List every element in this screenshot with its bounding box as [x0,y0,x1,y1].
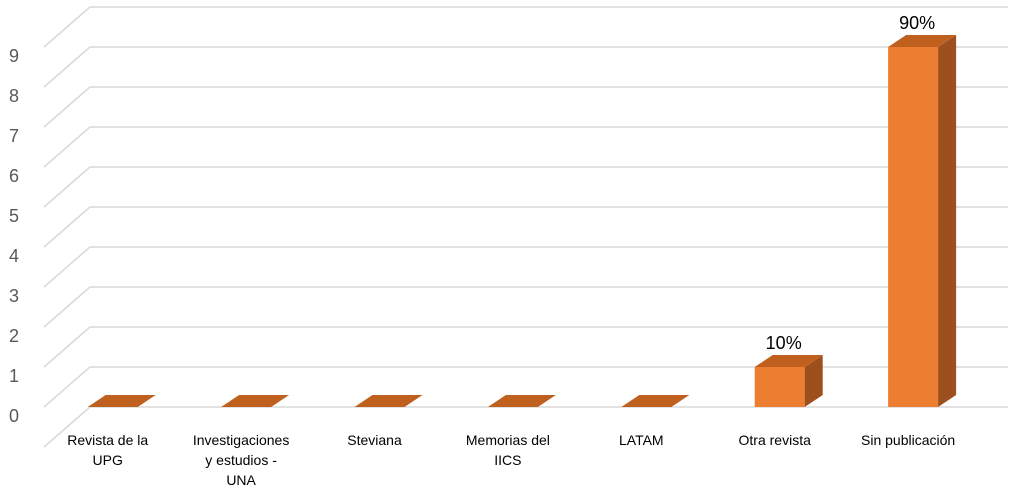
y-tick-label: 2 [9,326,19,346]
y-axis: 0 1 2 3 4 5 6 7 8 9 [9,46,19,426]
gridline-depth [43,46,91,88]
gridline-depth [43,166,91,208]
gridline-depth [43,326,91,368]
y-tick-label: 9 [9,46,19,66]
x-tick-label: Otra revista [739,432,812,448]
y-tick-label: 1 [9,366,19,386]
y-tick-label: 7 [9,126,19,146]
x-tick-label: Investigaciones y estudios -UNA [193,432,290,488]
bar [487,395,556,407]
y-tick-label: 3 [9,286,19,306]
bar-top [487,395,556,407]
bar [87,395,156,407]
bar [754,355,823,407]
gridline-depth [43,366,91,408]
bar-top [754,355,823,367]
gridline-depth [43,126,91,168]
gridline-depth [43,206,91,248]
gridlines [43,6,1008,448]
bar [354,395,423,407]
bar-side [938,35,957,407]
y-tick-label: 5 [9,206,19,226]
data-label: 10% [766,333,802,353]
y-tick-label: 4 [9,246,19,266]
gridline-depth [43,406,91,448]
gridline-depth [43,246,91,288]
bar-side [804,355,823,407]
bar-top [354,395,423,407]
bar-top [621,395,690,407]
x-tick-label: Revista de la UPG [67,432,148,468]
bar-top [221,395,290,407]
data-label: 90% [899,13,935,33]
x-tick-label: LATAM [619,432,664,448]
gridline-depth [43,286,91,328]
y-tick-label: 6 [9,166,19,186]
bar [888,35,957,407]
data-labels: 10% 90% [766,13,935,353]
bar [621,395,690,407]
bar-front [754,367,805,407]
x-tick-label: Memorias del IICS [466,432,550,468]
x-tick-label: Steviana [347,432,402,448]
y-tick-label: 8 [9,86,19,106]
gridline-depth [43,6,91,48]
bar-front [888,47,939,407]
gridline-depth [43,86,91,128]
bar-top [87,395,156,407]
y-tick-label: 0 [9,406,19,426]
x-axis: Revista de la UPG Investigaciones y estudio… [67,432,955,488]
bars [87,35,957,407]
bar [221,395,290,407]
bar-top [888,35,957,47]
x-tick-label: Sin publicación [861,432,955,448]
